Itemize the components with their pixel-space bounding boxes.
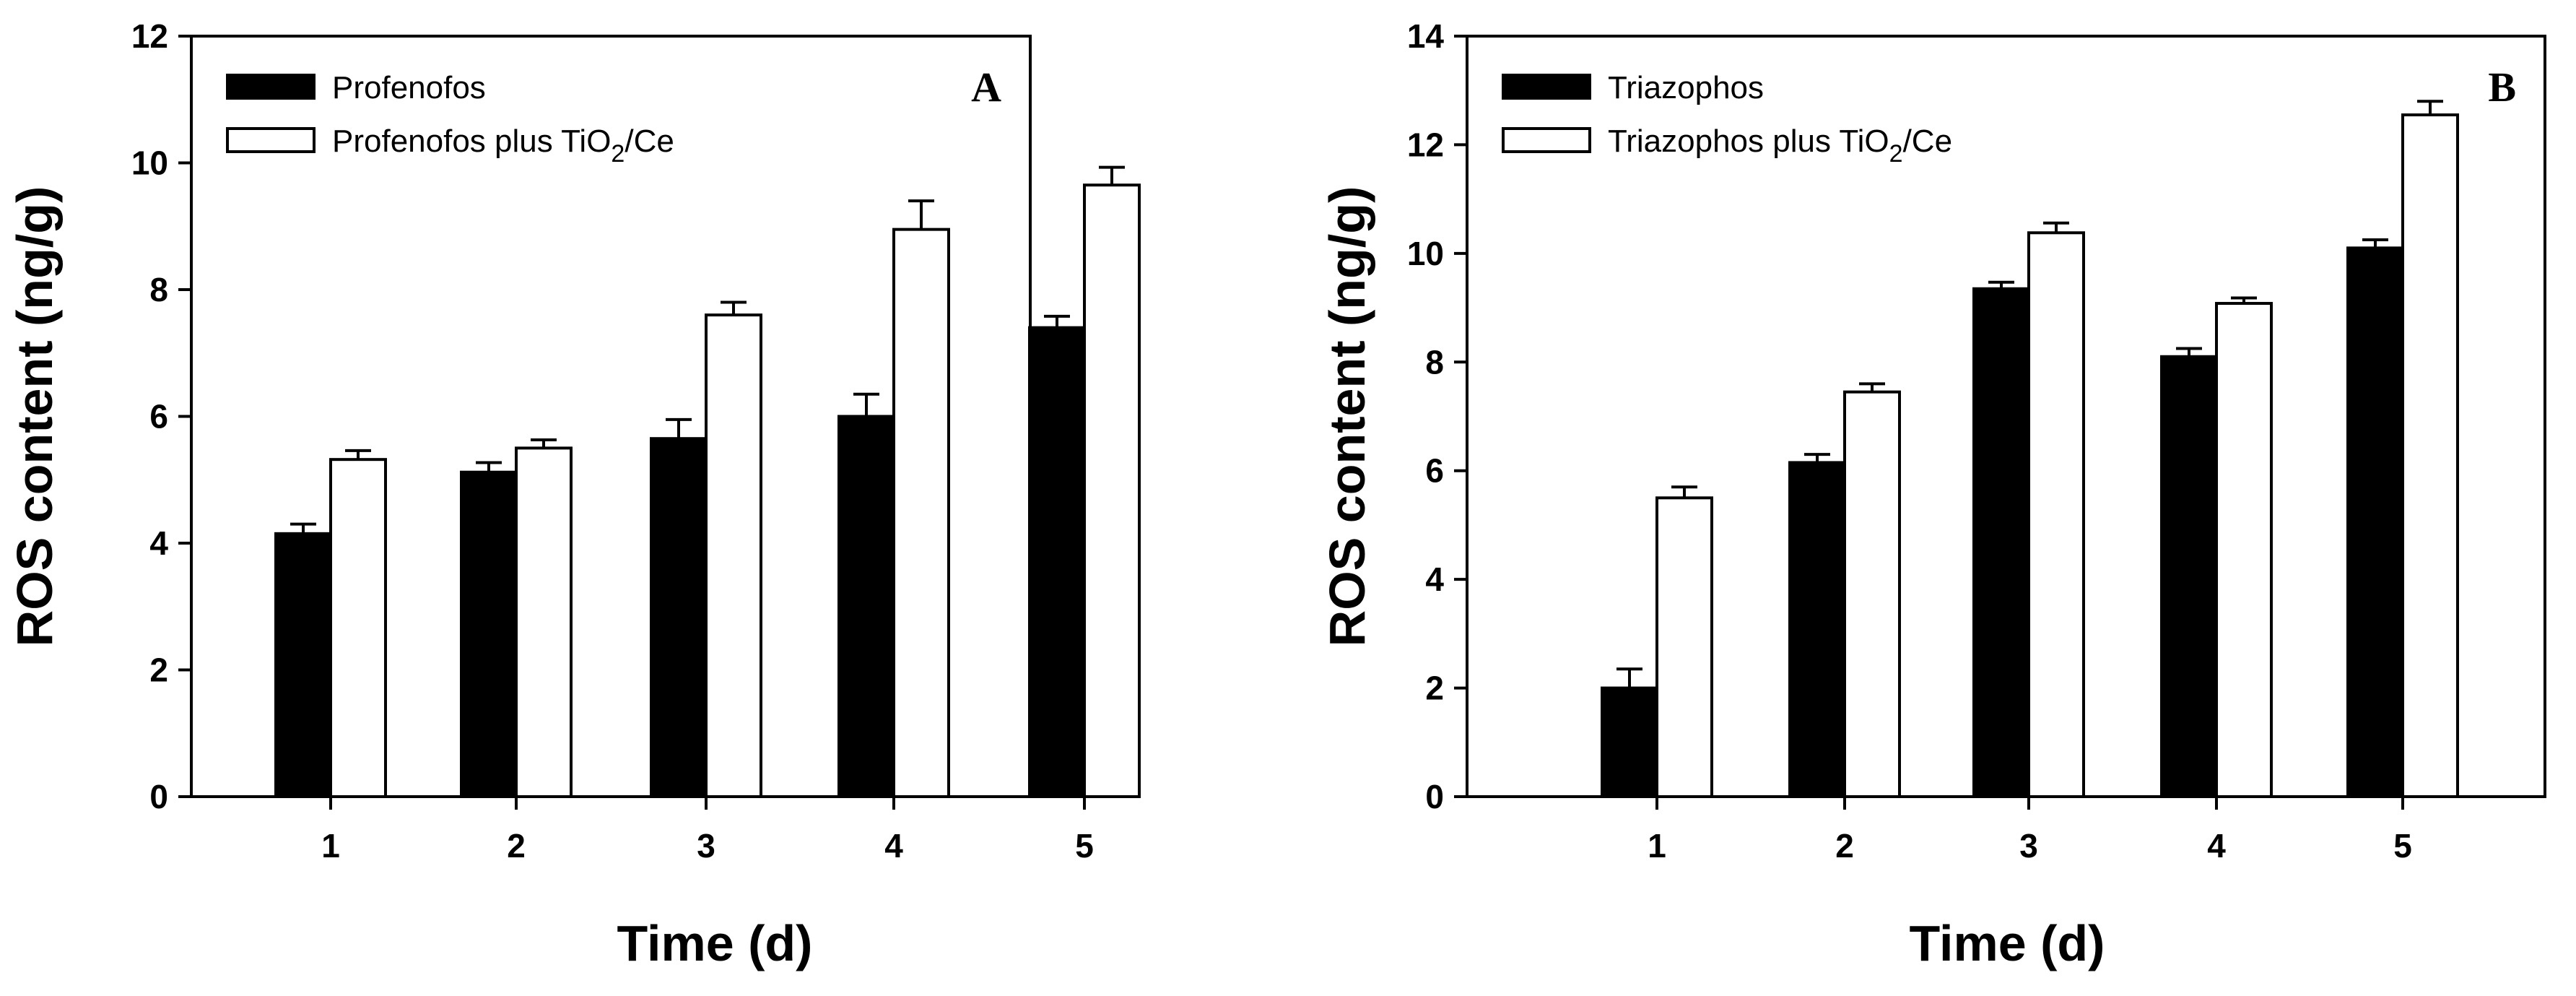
y-tick-label: 6 (149, 398, 168, 436)
bar-pesticide-day-3 (650, 437, 708, 799)
bar-pesticide-plus-tio2-ce-day-3 (705, 313, 762, 799)
x-tick-label: 5 (2393, 827, 2412, 865)
x-tick-label: 1 (1648, 827, 1666, 865)
bar-pesticide-day-3 (1972, 287, 2030, 799)
y-tick-label: 10 (1407, 235, 1444, 272)
y-tick-label: 2 (1425, 670, 1444, 707)
y-tick-label: 8 (1425, 343, 1444, 381)
bar-pesticide-plus-tio2-ce-day-4 (2215, 302, 2273, 799)
x-tick-label: 2 (507, 827, 526, 865)
bar-pesticide-plus-tio2-ce-day-2 (1843, 390, 1901, 798)
bar-pesticide-plus-tio2-ce-day-2 (515, 446, 573, 798)
y-tick-label: 12 (1407, 126, 1444, 163)
x-tick-label: 4 (2207, 827, 2226, 865)
plot-frame (1466, 35, 2546, 798)
x-tick-label: 4 (884, 827, 903, 865)
legend: Profenofos Profenofos plus TiO2/Ce (226, 70, 674, 168)
y-tick-label: 10 (131, 144, 168, 182)
bar-pesticide-plus-tio2-ce-day-1 (329, 458, 387, 798)
y-axis-title: ROS content (ng/g) (1319, 186, 1375, 647)
y-axis-title: ROS content (ng/g) (6, 186, 63, 647)
y-tick-label: 12 (131, 17, 168, 55)
bar-pesticide-day-4 (2160, 355, 2218, 798)
bar-pesticide-day-2 (460, 470, 518, 798)
y-tick-label: 14 (1407, 17, 1445, 55)
bar-pesticide-plus-tio2-ce-day-1 (1655, 496, 1713, 798)
panel-label: B (2488, 64, 2516, 111)
x-tick-label: 5 (1075, 827, 1094, 865)
y-tick-label: 4 (149, 524, 168, 562)
x-tick-label: 2 (1835, 827, 1854, 865)
legend-label-pesticide: Triazophos (1608, 70, 1764, 105)
legend-label-pesticide-plus-tio2-ce: Profenofos plus TiO2/Ce (332, 124, 674, 168)
y-tick-label: 6 (1425, 452, 1444, 490)
bar-pesticide-day-2 (1788, 461, 1846, 798)
bar-pesticide-day-4 (837, 415, 895, 798)
y-tick-label: 4 (1425, 560, 1444, 598)
x-axis-title: Time (d) (1910, 915, 2105, 971)
bar-pesticide-day-1 (1601, 686, 1658, 798)
legend-swatch-pesticide-plus-tio2-ce (226, 127, 316, 153)
bar-pesticide-plus-tio2-ce-day-4 (892, 228, 950, 798)
y-tick-label: 0 (1425, 778, 1444, 815)
y-tick-label: 8 (149, 271, 168, 308)
bar-pesticide-day-1 (274, 532, 332, 799)
legend-label-pesticide: Profenofos (332, 70, 486, 105)
bar-pesticide-day-5 (2346, 246, 2404, 799)
bar-pesticide-day-5 (1028, 326, 1086, 798)
x-axis-title: Time (d) (617, 915, 813, 971)
bar-pesticide-plus-tio2-ce-day-5 (1083, 183, 1141, 798)
y-tick-label: 2 (149, 651, 168, 689)
legend: Triazophos Triazophos plus TiO2/Ce (1502, 70, 1952, 168)
legend-swatch-pesticide-plus-tio2-ce (1502, 127, 1591, 153)
legend-swatch-pesticide (226, 74, 316, 100)
bar-pesticide-plus-tio2-ce-day-3 (2027, 231, 2085, 799)
x-tick-label: 3 (697, 827, 715, 865)
x-tick-label: 3 (2019, 827, 2038, 865)
legend-swatch-pesticide (1502, 74, 1591, 100)
bar-pesticide-plus-tio2-ce-day-5 (2401, 113, 2459, 798)
x-tick-label: 1 (321, 827, 340, 865)
legend-label-pesticide-plus-tio2-ce: Triazophos plus TiO2/Ce (1608, 124, 1952, 168)
y-tick-label: 0 (149, 778, 168, 815)
panel-label: A (971, 64, 1001, 111)
